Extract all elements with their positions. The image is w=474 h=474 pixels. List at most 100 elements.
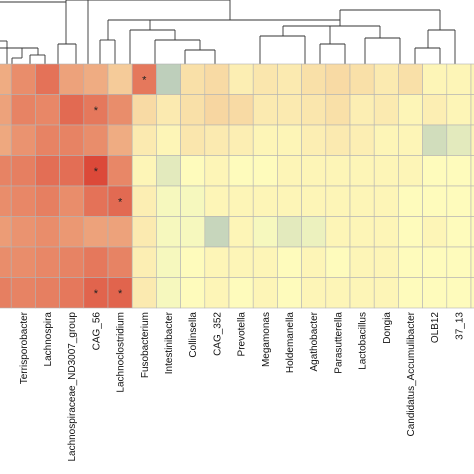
heatmap-cell [156,246,181,278]
heatmap-cell [59,277,85,309]
heatmap-cell [131,155,157,187]
column-label: Dongia [382,312,393,344]
heatmap-cell [398,216,423,248]
heatmap-cell [277,124,302,156]
heatmap-cell [131,124,157,156]
heatmap-cell [301,185,327,217]
heatmap-cell [107,216,133,248]
heatmap-cell [10,185,36,217]
significance-mark: * [118,196,123,208]
heatmap-cell [180,185,206,217]
heatmap-cell [470,155,474,187]
heatmap-cell [277,94,302,126]
heatmap-cell [398,94,423,126]
column-label: Holdemanella [285,312,296,374]
significance-mark: * [142,74,147,86]
column-labels: Terrisporobacter Lachnospira Lachnospirace… [19,311,466,462]
heatmap-cell [131,185,157,217]
heatmap-cell [349,63,375,95]
heatmap-cell [83,124,109,156]
column-label: Lactobacillus [358,312,369,370]
heatmap-cell [422,185,448,217]
heatmap-cell [349,246,375,278]
column-label: OLB12 [430,312,441,344]
column-label: Prevotella [237,312,248,357]
heatmap-cell [156,155,181,187]
heatmap-cell [325,124,351,156]
heatmap-cell [204,155,230,187]
heatmap-cell [252,124,278,156]
significance-mark: * [94,166,99,178]
heatmap-cell [252,277,278,309]
heatmap-cell [446,155,472,187]
heatmap-cell [0,155,12,187]
heatmap-cell [373,216,399,248]
heatmap-cell [228,63,254,95]
column-dendrogram [0,0,456,64]
heatmap-cell [180,63,206,95]
heatmap-cell [10,94,36,126]
heatmap-cell [422,124,448,156]
heatmap-cell [59,124,85,156]
heatmap-cell [131,277,157,309]
heatmap-cell [325,155,351,187]
heatmap-cell [180,155,206,187]
heatmap-cell [422,246,448,278]
heatmap-cell [10,155,36,187]
heatmap-cell [228,216,254,248]
heatmap-cell [156,94,181,126]
heatmap-cell [204,246,230,278]
heatmap-cell [35,216,60,248]
heatmap-cell [398,185,423,217]
heatmap-cell [35,63,60,95]
heatmap-cell [59,94,85,126]
heatmap-cell [446,246,472,278]
column-label: Candidatus_Accumulibacter [406,311,417,436]
heatmap-cell [325,277,351,309]
heatmap-cell [422,63,448,95]
heatmap-cells [0,63,474,309]
heatmap-cell [446,216,472,248]
heatmap-cell [301,124,327,156]
column-label: Terrisporobacter [19,311,30,384]
heatmap-cell [107,277,133,309]
heatmap-cell [156,216,181,248]
heatmap-cell [228,124,254,156]
heatmap-cell [180,124,206,156]
heatmap-cell [83,277,109,309]
heatmap-cell [0,63,12,95]
heatmap-cell [277,155,302,187]
heatmap-cell [156,185,181,217]
heatmap-cell [83,216,109,248]
heatmap-cell [325,216,351,248]
heatmap-cell [35,94,60,126]
heatmap-cell [277,63,302,95]
heatmap-cell [131,246,157,278]
heatmap-cell [470,185,474,217]
heatmap-cell [10,63,36,95]
heatmap-cell [422,216,448,248]
column-label: Lachnospiraceae_ND3007_group [67,312,78,462]
heatmap-cell [422,277,448,309]
heatmap-cell [107,94,133,126]
heatmap-cell [373,246,399,278]
heatmap-cell [59,216,85,248]
heatmap-cell [470,246,474,278]
heatmap-cell [470,216,474,248]
heatmap-cell [277,216,302,248]
heatmap-cell [180,246,206,278]
heatmap-cell [204,94,230,126]
column-label: Parasutterella [333,312,344,374]
heatmap-cell [446,94,472,126]
heatmap-cell [228,246,254,278]
significance-mark: * [94,105,99,117]
heatmap-cell [83,63,109,95]
heatmap-cell [156,63,181,95]
heatmap-cell [301,63,327,95]
column-label: Intestinibacter [164,311,175,374]
heatmap-cell [277,246,302,278]
heatmap-cell [0,185,12,217]
heatmap-cell [373,63,399,95]
heatmap-cell [59,63,85,95]
